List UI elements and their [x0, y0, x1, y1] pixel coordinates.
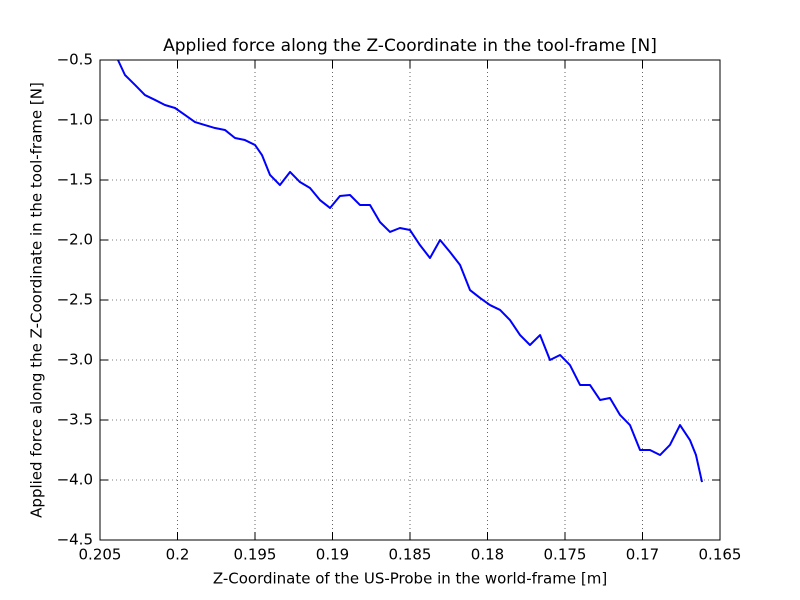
x-tick-label: 0.17 [626, 546, 659, 564]
x-axis-label: Z-Coordinate of the US-Probe in the worl… [213, 570, 607, 588]
x-tick-label: 0.18 [471, 546, 504, 564]
y-tick-label: −3.0 [57, 351, 93, 369]
y-tick-label: −1.0 [57, 111, 93, 129]
y-tick-label: −1.5 [57, 171, 93, 189]
x-tick-label: 0.2 [166, 546, 190, 564]
plot [117, 59, 703, 483]
x-tick-label: 0.185 [389, 546, 432, 564]
y-tick-label: −4.5 [57, 531, 93, 549]
y-tick-label: −2.5 [57, 291, 93, 309]
y-tick-label: −2.0 [57, 231, 93, 249]
y-axis-label: Applied force along the Z-Coordinate in … [28, 82, 46, 518]
y-tick-label: −4.0 [57, 471, 93, 489]
x-tick-label: 0.195 [234, 546, 277, 564]
y-tick-label: −0.5 [57, 51, 93, 69]
y-tick-label: −3.5 [57, 411, 93, 429]
data-line [117, 59, 703, 483]
ticks: 0.205 0.2 0.195 0.19 0.185 0.18 0.175 0.17 0.165… [57, 51, 742, 564]
x-tick-label: 0.205 [79, 546, 122, 564]
chart-title: Applied force along the Z-Coordinate in … [163, 36, 657, 56]
x-tick-label: 0.165 [699, 546, 742, 564]
x-tick-label: 0.19 [316, 546, 349, 564]
x-tick-label: 0.175 [544, 546, 587, 564]
